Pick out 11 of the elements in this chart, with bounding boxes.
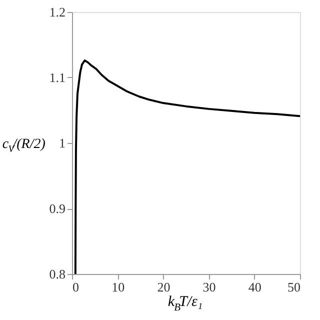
x-tick-label: 40 — [248, 280, 262, 294]
y-tick-label: 0.9 — [49, 201, 66, 216]
x-tick-label: 50 — [288, 280, 300, 294]
y-tick-label: 1 — [59, 136, 66, 150]
x-tick-label: 10 — [112, 280, 125, 294]
x-tick-label: 30 — [202, 280, 216, 294]
x-tick-label: 20 — [157, 280, 170, 294]
x-tick-label: 0 — [72, 280, 79, 294]
y-tick-label: 0.8 — [49, 266, 66, 282]
y-tick-label: 1.2 — [49, 4, 66, 20]
y-tick-label: 1.1 — [49, 70, 66, 85]
